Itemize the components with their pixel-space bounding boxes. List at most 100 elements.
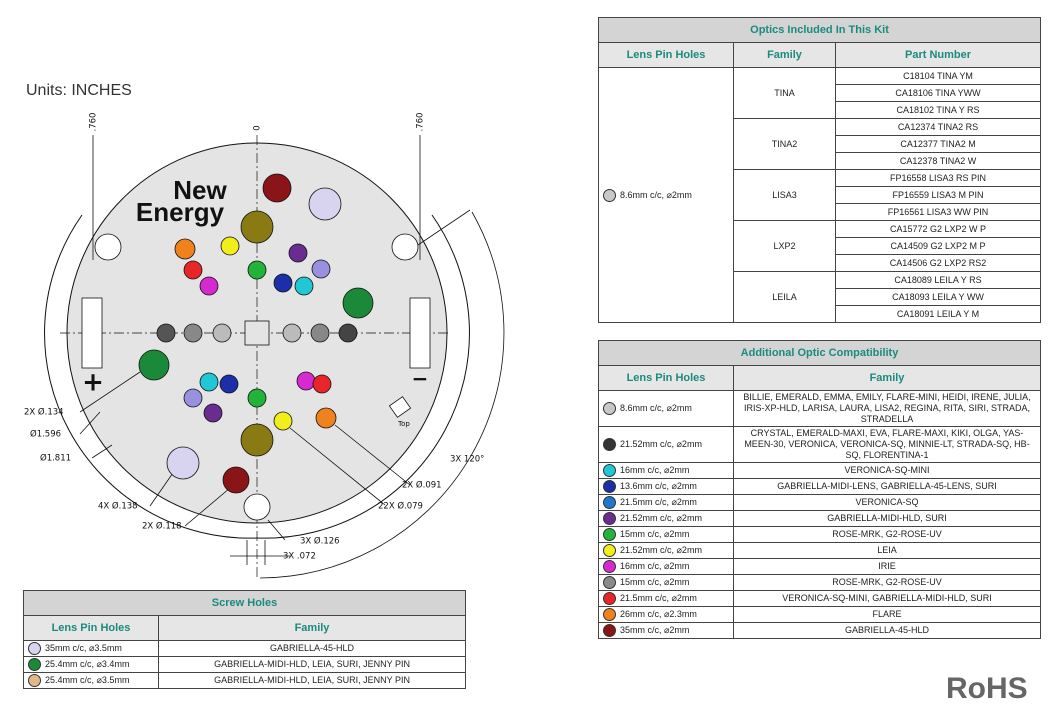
holes-label: 25.4mm c/c, ⌀3.4mm <box>45 658 130 669</box>
hole <box>338 323 358 343</box>
family: GABRIELLA-45-HLD <box>732 622 1042 639</box>
connector <box>81 297 103 369</box>
outer-arc <box>44 214 258 539</box>
dim-label: 2X Ø.134 <box>24 407 64 418</box>
lens-pin-holes: 8.6mm c/c, ⌀2mm <box>598 390 734 427</box>
hole <box>199 276 219 296</box>
holes-label: 16mm c/c, ⌀2mm <box>620 560 690 571</box>
hole <box>183 388 203 408</box>
row: 16mm c/c, ⌀2mm IRIE <box>598 558 1042 575</box>
family: GABRIELLA-MIDI-HLD, LEIA, SURI, JENNY PI… <box>157 672 467 689</box>
hole <box>243 493 271 521</box>
hole <box>288 243 308 263</box>
holes-label: 35mm c/c, ⌀3.5mm <box>45 642 122 653</box>
row: 21.52mm c/c, ⌀2mm LEIA <box>598 542 1042 559</box>
polarity-label: − <box>412 367 429 391</box>
holes-label: 16mm c/c, ⌀2mm <box>620 464 690 475</box>
part-number: CA14509 G2 LXP2 M P <box>834 237 1042 255</box>
hole <box>312 374 332 394</box>
dim-label: 0 <box>253 125 263 130</box>
leader <box>79 411 101 435</box>
hole <box>219 374 239 394</box>
swatch <box>28 658 41 671</box>
title-row: Additional Optic Compatibility <box>597 340 1042 366</box>
leader <box>149 469 176 507</box>
hole <box>240 210 274 244</box>
row: 35mm c/c, ⌀2mm GABRIELLA-45-HLD <box>598 622 1042 639</box>
holes-label: 15mm c/c, ⌀2mm <box>620 576 690 587</box>
hole <box>273 411 293 431</box>
row: CA18091 LEILA Y M <box>599 305 1042 323</box>
holes <box>94 173 419 521</box>
lens-pin-holes: 8.6mm c/c, ⌀2mm <box>598 67 734 323</box>
swatch <box>28 674 41 687</box>
dim-label: 3X .072 <box>283 552 316 562</box>
table-title: Optics Included In This Kit <box>597 17 1042 43</box>
hole <box>199 372 219 392</box>
swatch <box>28 642 41 655</box>
lens-pin-holes: 13.6mm c/c, ⌀2mm <box>598 478 734 495</box>
swatch <box>603 402 616 415</box>
holes-label: 21.5mm c/c, ⌀2mm <box>620 496 697 507</box>
holes-label: 21.52mm c/c, ⌀2mm <box>620 544 702 555</box>
column-header: Lens Pin Holes <box>598 42 734 68</box>
lens-pin-holes: 16mm c/c, ⌀2mm <box>598 558 734 575</box>
row: 8.6mm c/c, ⌀2mm BILLIE, EMERALD, EMMA, EM… <box>598 390 1042 427</box>
leader <box>184 487 231 527</box>
hole <box>342 287 374 319</box>
part-number: CA18091 LEILA Y M <box>834 305 1042 323</box>
holes-label: 15mm c/c, ⌀2mm <box>620 528 690 539</box>
dim-label: .760 <box>416 113 426 132</box>
part-number: FP16559 LISA3 M PIN <box>834 186 1042 204</box>
holes-label: 35mm c/c, ⌀2mm <box>620 624 690 635</box>
part-number: CA18089 LEILA Y RS <box>834 271 1042 289</box>
part-number: CA18106 TINA YWW <box>834 84 1042 102</box>
family: VERONICA-SQ <box>732 494 1042 511</box>
leader <box>79 371 141 413</box>
hole <box>262 173 292 203</box>
family: TINA2 <box>733 118 836 170</box>
swatch <box>603 528 616 541</box>
lens-pin-holes: 21.52mm c/c, ⌀2mm <box>598 542 734 559</box>
logo-line: Energy <box>136 197 225 227</box>
table-title: Screw Holes <box>22 590 467 616</box>
row: 26mm c/c, ⌀2.3mm FLARE <box>598 606 1042 623</box>
part-number: C18104 TINA YM <box>834 67 1042 85</box>
row: 15mm c/c, ⌀2mm ROSE-MRK, G2-ROSE-UV <box>598 526 1042 543</box>
hole <box>166 446 200 480</box>
outline <box>44 214 470 539</box>
lens-pin-holes: 26mm c/c, ⌀2.3mm <box>598 606 734 623</box>
row: 16mm c/c, ⌀2mm VERONICA-SQ-MINI <box>598 462 1042 479</box>
hole <box>94 233 122 261</box>
connector <box>409 297 431 369</box>
swatch <box>603 624 616 637</box>
family: FLARE <box>732 606 1042 623</box>
column-header: Part Number <box>834 42 1042 68</box>
row: 21.52mm c/c, ⌀2mm CRYSTAL, EMERALD-MAXI, … <box>598 426 1042 463</box>
column-header: Family <box>732 365 1042 391</box>
swatch <box>603 496 616 509</box>
hole <box>156 323 176 343</box>
hole <box>138 349 170 381</box>
part-number: CA14506 G2 LXP2 RS2 <box>834 254 1042 272</box>
optics-table: Optics Included In This Kit Lens Pin Hole… <box>597 17 1042 323</box>
lens-pin-holes: 25.4mm c/c, ⌀3.4mm <box>23 656 159 673</box>
row: LEILA CA18089 LEILA Y RS <box>599 271 1042 323</box>
part-number: FP16558 LISA3 RS PIN <box>834 169 1042 187</box>
dim-label: Ø1.596 <box>30 429 61 440</box>
family: ROSE-MRK, G2-ROSE-UV <box>732 526 1042 543</box>
row: 8.6mm c/c, ⌀2mm TINA C18104 TINA YM <box>598 67 1042 323</box>
family: GABRIELLA-MIDI-LENS, GABRIELLA-45-LENS, … <box>732 478 1042 495</box>
family: LXP2 <box>733 220 836 272</box>
top-marker <box>388 396 412 418</box>
column-header: Family <box>733 42 836 68</box>
dim-label: 4X Ø.138 <box>98 501 138 512</box>
header-row: Lens Pin Holes Family <box>23 615 467 641</box>
leader <box>289 427 386 506</box>
hole <box>308 187 342 221</box>
row: LISA3 FP16558 LISA3 RS PIN <box>599 169 1042 221</box>
part-number: CA15772 G2 LXP2 W P <box>834 220 1042 238</box>
angle-arc <box>259 209 505 579</box>
part-number: CA18093 LEILA Y WW <box>834 288 1042 306</box>
